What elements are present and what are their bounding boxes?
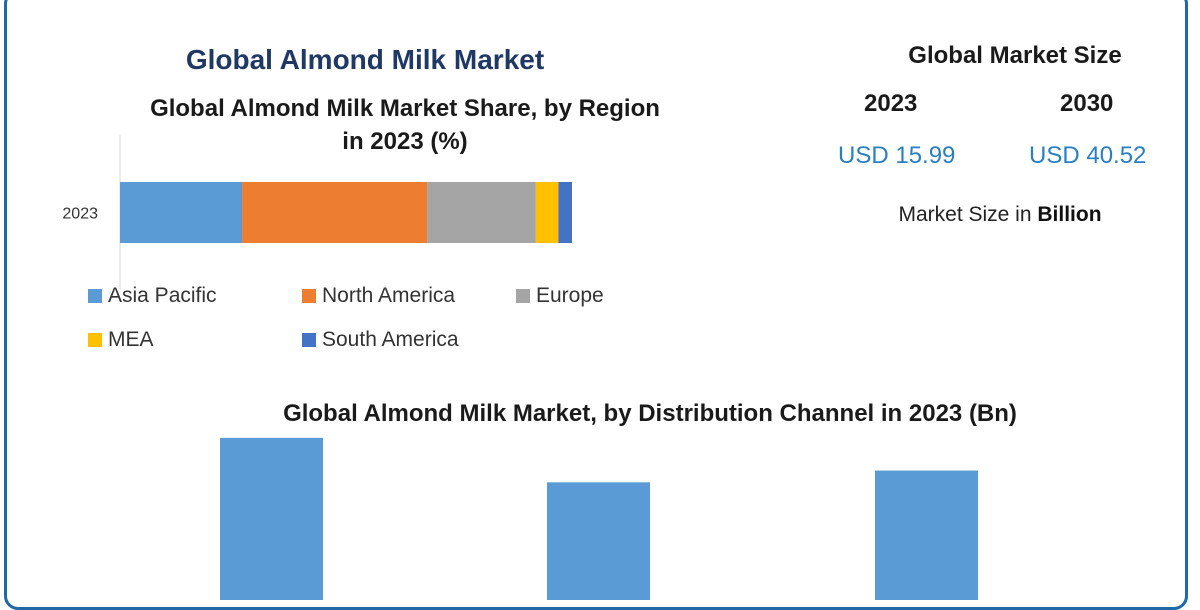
year-end-label: 2030 [1060,90,1114,117]
legend-swatch [302,333,316,347]
legend-item-north-america: North America [302,284,455,308]
channel-bar-2 [547,482,650,600]
legend-swatch [302,289,316,303]
legend-item-mea: MEA [88,328,154,352]
market-size-title: Global Market Size [908,42,1122,69]
main-title: Global Almond Milk Market [185,44,545,75]
region-segment-asia-pacific [120,182,243,243]
region-chart-title-line1: Global Almond Milk Market Share, by Regi… [150,95,660,122]
channel-bar-1 [220,437,323,600]
region-chart-title-line2: in 2023 (%) [342,128,468,155]
channel-chart-title: Global Almond Milk Market, by Distributi… [283,400,1017,427]
value-end: USD 40.52 [1029,142,1147,169]
region-segment-mea [535,182,559,243]
value-start: USD 15.99 [838,142,956,169]
legend-swatch [88,333,102,347]
region-segment-europe [427,182,536,243]
legend-label: Asia Pacific [108,284,217,307]
unit-note: Market Size in Billion [850,203,1150,227]
year-start-label: 2023 [864,90,918,117]
legend-item-europe: Europe [516,284,604,308]
legend-label: Europe [536,284,604,307]
legend-item-asia-pacific: Asia Pacific [88,284,217,308]
region-segment-north-america [242,182,428,243]
region-segment-south-america [558,182,572,243]
legend-label: MEA [108,328,154,351]
region-chart-title: Global Almond Milk Market Share, by Regi… [130,92,680,158]
legend-label: North America [322,284,456,307]
channel-bar-3 [875,470,978,600]
legend-item-south-america: South America [302,328,459,352]
legend-label: South America [322,328,459,351]
unit-note-bold: Billion [1037,203,1102,226]
legend-swatch [88,289,102,303]
legend-swatch [516,289,530,303]
region-category-label: 2023 [62,206,98,223]
unit-note-prefix: Market Size in [898,203,1038,226]
